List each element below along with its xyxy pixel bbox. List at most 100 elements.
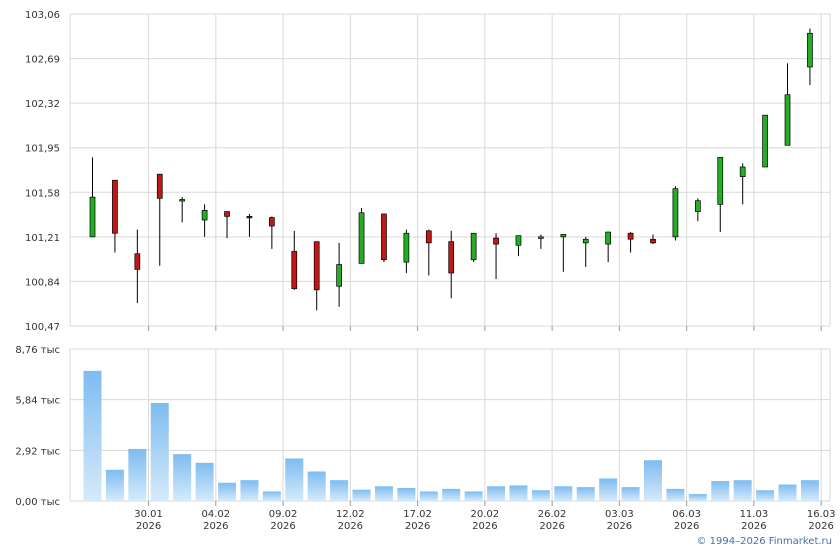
candle-body	[470, 232, 477, 261]
price-tick-label: 100,47	[25, 322, 60, 333]
candle	[358, 207, 365, 264]
x-tick-date: 12.02	[336, 509, 365, 520]
candle-body	[807, 32, 813, 68]
price-tick-label: 102,69	[25, 55, 60, 66]
candle	[313, 241, 320, 311]
volume-tick-label: 2,92 тыс	[15, 446, 60, 457]
volume-bar	[554, 486, 573, 501]
candle-body	[403, 232, 410, 263]
candle-body	[762, 114, 768, 168]
candle	[694, 198, 701, 222]
candle	[112, 179, 118, 253]
x-tick-date: 30.01	[134, 509, 163, 520]
volume-bar	[688, 494, 707, 501]
candle	[582, 236, 589, 267]
candle	[605, 231, 612, 263]
candle-body	[717, 157, 724, 205]
candle-body	[627, 232, 634, 240]
x-tick-date: 17.02	[403, 509, 432, 520]
volume-bar	[128, 448, 147, 501]
candle-body	[112, 179, 118, 234]
candle-body	[269, 217, 275, 227]
candle-body	[694, 200, 701, 212]
candle	[739, 163, 746, 205]
volume-bar	[756, 490, 775, 501]
x-tick-year: 2026	[808, 521, 833, 532]
candle-body	[515, 235, 522, 246]
price-tick-label: 103,06	[25, 10, 60, 21]
x-tick-date: 20.02	[471, 509, 500, 520]
x-tick-year: 2026	[203, 521, 228, 532]
candle	[156, 173, 163, 266]
volume-tick-label: 0,00 тыс	[15, 497, 60, 508]
x-tick-year: 2026	[674, 521, 699, 532]
candle	[470, 232, 477, 263]
candle	[425, 229, 432, 276]
x-tick-year: 2026	[472, 521, 497, 532]
copyright-text: © 1994–2026 Finmarket.ru	[696, 536, 832, 547]
candle-body	[493, 237, 499, 245]
volume-bar	[218, 482, 237, 501]
x-tick-date: 11.03	[740, 509, 769, 520]
price-tick-label: 100,84	[25, 277, 60, 288]
volume-bar	[778, 484, 797, 501]
x-tick-date: 06.03	[672, 509, 701, 520]
candle	[134, 229, 141, 304]
x-tick-year: 2026	[539, 521, 564, 532]
volume-bar	[352, 489, 371, 501]
volume-bar	[83, 370, 102, 501]
candle	[784, 63, 791, 146]
candle-body	[179, 199, 186, 202]
volume-bar	[330, 480, 349, 501]
volume-bar	[150, 402, 169, 501]
candle-body	[784, 94, 791, 146]
candle-body	[582, 238, 589, 244]
candle-body	[313, 241, 320, 291]
price-tick-label: 101,58	[25, 188, 60, 199]
x-tick-date: 16.03	[807, 509, 836, 520]
volume-bar	[509, 485, 528, 501]
candle	[269, 216, 275, 249]
candle	[493, 233, 499, 280]
volume-bar	[733, 480, 752, 501]
volume-bar	[307, 471, 326, 501]
candle	[560, 234, 567, 272]
candle	[336, 242, 342, 307]
x-tick-year: 2026	[607, 521, 632, 532]
x-tick-date: 04.02	[201, 509, 230, 520]
volume-bar	[442, 488, 461, 501]
candle	[201, 204, 208, 237]
volume-bar	[464, 491, 483, 501]
candle-body	[448, 241, 455, 274]
x-axis: 30.01202604.02202609.02202612.02202617.0…	[134, 14, 835, 532]
x-tick-date: 03.03	[605, 509, 634, 520]
candle-body	[291, 250, 298, 290]
x-tick-year: 2026	[338, 521, 363, 532]
candle-body	[538, 236, 544, 239]
candle	[538, 234, 544, 249]
candle	[515, 235, 522, 257]
candle-body	[336, 264, 342, 287]
candle-body	[201, 210, 208, 221]
volume-bar	[711, 481, 730, 501]
candle-body	[739, 166, 746, 177]
candle-body	[425, 230, 432, 244]
candle	[224, 211, 230, 239]
price-grid: 103,06 102,69 102,32 101,95 101,58 101,21 100,…	[25, 10, 831, 333]
candle	[717, 157, 724, 233]
volume-bar	[531, 490, 550, 501]
volume-bar	[599, 478, 618, 501]
candle	[672, 186, 679, 241]
x-tick-year: 2026	[405, 521, 430, 532]
volume-bar	[621, 487, 640, 501]
volume-bar	[262, 491, 281, 501]
candle	[650, 234, 656, 245]
candles	[89, 28, 813, 311]
volume-bar	[397, 487, 416, 501]
volume-tick-label: 8,76 тыс	[15, 345, 60, 356]
x-tick-year: 2026	[741, 521, 766, 532]
volume-bar	[487, 486, 506, 501]
volume-bar	[644, 460, 662, 501]
candle-body	[672, 188, 679, 238]
